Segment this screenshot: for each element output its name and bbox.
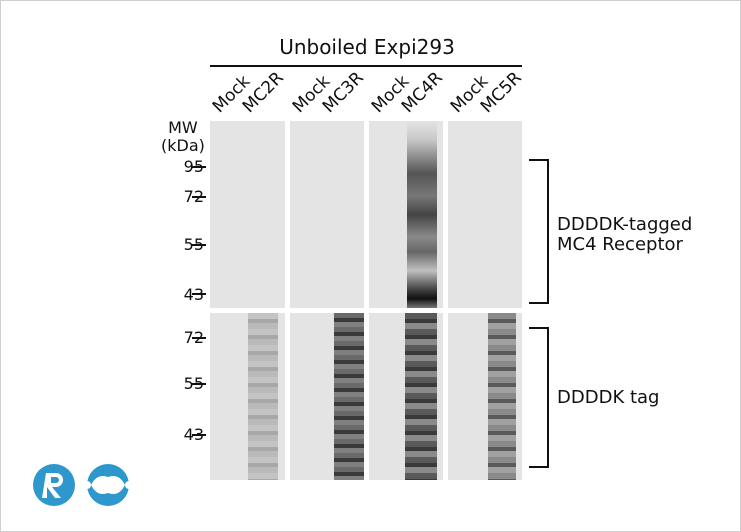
mw-text: MW	[168, 118, 198, 137]
blot-top-mc3r	[290, 121, 364, 308]
marker-tick	[192, 196, 206, 198]
band-lane-mc4r-tag	[405, 313, 437, 480]
blot-bottom-mc3r	[290, 313, 364, 480]
r-logo-icon	[33, 464, 131, 506]
blot-top-mc4r	[369, 121, 443, 308]
top-blot-label: DDDDK-tagged MC4 Receptor	[557, 215, 692, 255]
bracket-bottom	[529, 327, 549, 468]
marker-tick	[192, 293, 206, 295]
marker-tick	[192, 166, 206, 168]
band-lane-mc5r	[488, 313, 516, 480]
kda-text: (kDa)	[161, 136, 205, 155]
marker-tick	[192, 383, 206, 385]
band-lane-mc4r	[407, 121, 437, 308]
marker-tick	[192, 244, 206, 246]
top-blot-label-line1: DDDDK-tagged	[557, 214, 693, 235]
blot-bottom-mc4r	[369, 313, 443, 480]
blot-bottom-mc5r	[448, 313, 522, 480]
blot-top-mc2r	[210, 121, 285, 308]
blot-top-mc5r	[448, 121, 522, 308]
band-lane-mc2r	[248, 313, 278, 480]
bracket-top	[529, 159, 549, 304]
top-blot-label-line2: MC4 Receptor	[557, 234, 683, 255]
blot-bottom-mc2r	[210, 313, 285, 480]
marker-tick	[192, 337, 206, 339]
title-underline	[210, 65, 522, 67]
band-lane-mc3r	[334, 313, 364, 480]
mw-label: MW (kDa)	[161, 119, 205, 155]
bottom-blot-label: DDDDK tag	[557, 387, 660, 408]
marker-tick	[192, 434, 206, 436]
figure-title: Unboiled Expi293	[279, 35, 455, 59]
